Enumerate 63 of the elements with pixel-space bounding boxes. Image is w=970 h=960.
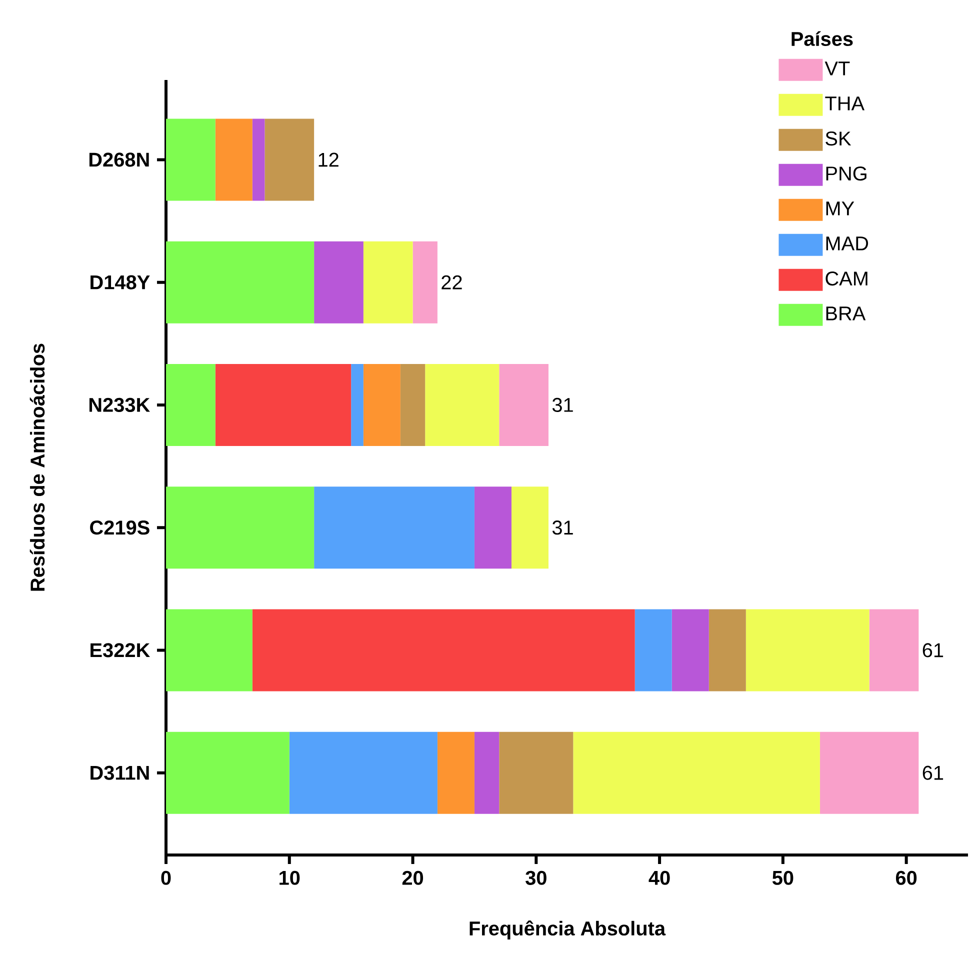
bar xyxy=(166,486,314,569)
bar xyxy=(634,609,672,692)
y-tick-label: E322K xyxy=(90,643,150,658)
bar xyxy=(314,486,474,569)
bar xyxy=(708,609,746,692)
legend-title: Países xyxy=(792,31,853,46)
bar xyxy=(474,732,500,814)
x-tick-label: 20 xyxy=(402,870,424,885)
bar xyxy=(166,609,252,692)
legend-label: MAD xyxy=(826,236,868,250)
legend-label: BRA xyxy=(826,306,866,320)
y-tick-label: D148Y xyxy=(90,275,150,290)
x-tick-label: 40 xyxy=(648,870,670,885)
y-tick-label: N233K xyxy=(89,398,150,412)
total-label: 31 xyxy=(552,398,573,412)
x-axis-title: Frequência Absoluta xyxy=(470,920,666,940)
bar xyxy=(672,609,709,692)
total-label: 61 xyxy=(922,643,944,658)
legend-label: PNG xyxy=(826,166,866,181)
bar xyxy=(252,118,265,201)
bar xyxy=(425,364,500,446)
legend-label: SK xyxy=(826,131,852,146)
total-label: 61 xyxy=(922,766,944,780)
total-label: 31 xyxy=(552,520,573,535)
y-tick-label: D311N xyxy=(90,766,149,780)
bar xyxy=(363,241,413,324)
bar xyxy=(166,364,216,446)
legend-label: CAM xyxy=(826,271,868,286)
y-tick-label: C219S xyxy=(90,520,150,535)
x-tick-label: 0 xyxy=(161,870,171,885)
total-label: 12 xyxy=(318,152,338,167)
x-tick-label: 60 xyxy=(896,870,917,885)
bar xyxy=(437,732,474,814)
bar xyxy=(499,364,548,446)
bar xyxy=(351,364,364,446)
bar xyxy=(820,732,919,814)
bar xyxy=(400,364,426,446)
bar xyxy=(474,486,512,569)
bar xyxy=(215,364,352,446)
bar xyxy=(252,609,635,692)
bar xyxy=(746,609,870,692)
bar xyxy=(166,732,290,814)
bar xyxy=(573,732,820,814)
legend-label: VT xyxy=(824,62,850,76)
bar xyxy=(511,486,548,569)
bar xyxy=(499,732,574,814)
bar xyxy=(869,609,919,692)
x-tick-label: 50 xyxy=(772,870,794,885)
x-tick-label: 30 xyxy=(526,870,546,885)
bar xyxy=(215,118,252,201)
y-tick-label: D268N xyxy=(89,152,149,167)
bar xyxy=(166,118,216,201)
bar xyxy=(264,118,314,201)
x-tick-label: 10 xyxy=(280,870,300,885)
y-axis-title: Resíduos de Aminoácidos xyxy=(30,344,45,591)
legend-label: THA xyxy=(825,96,865,110)
bar xyxy=(363,364,400,446)
legend-label: MY xyxy=(826,202,854,216)
bar xyxy=(412,241,438,324)
bar xyxy=(289,732,438,814)
total-label: 22 xyxy=(442,275,462,290)
bar xyxy=(314,241,364,324)
bar xyxy=(166,241,314,324)
